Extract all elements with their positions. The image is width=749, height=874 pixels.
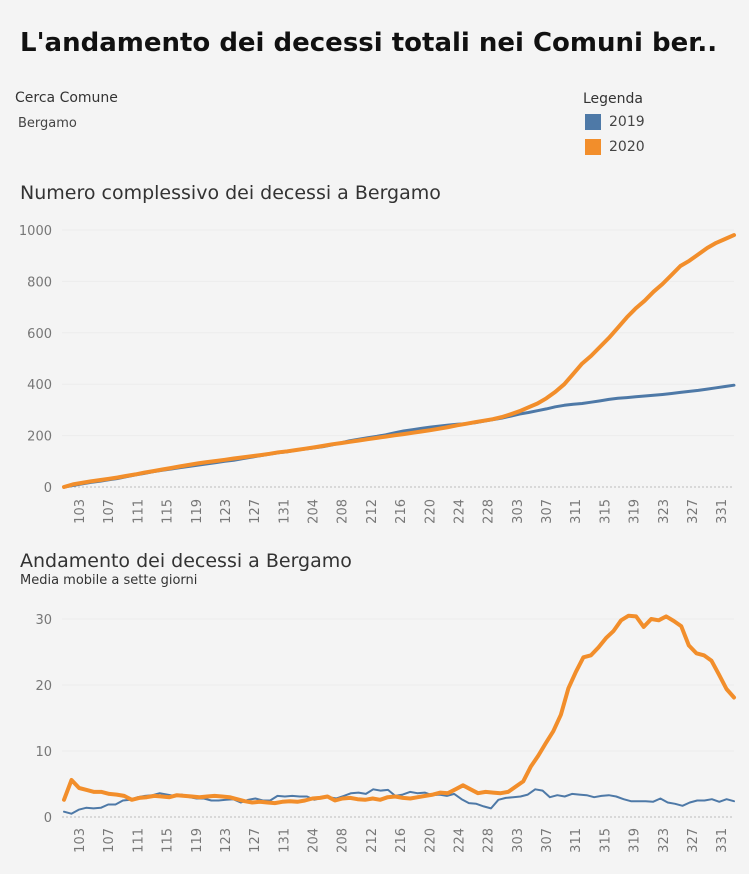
x-tick-label: 119 bbox=[190, 828, 205, 853]
x-tick-label: 311 bbox=[569, 828, 584, 853]
x-tick-label: 220 bbox=[423, 499, 438, 524]
series-line-2020[interactable] bbox=[62, 613, 736, 806]
legend-label-2019: 2019 bbox=[609, 114, 645, 130]
y-tick-label: 20 bbox=[35, 679, 52, 694]
comune-filter-value[interactable]: Bergamo bbox=[18, 116, 77, 131]
x-tick-label: 131 bbox=[277, 499, 292, 524]
x-tick-label: 315 bbox=[598, 499, 613, 524]
x-tick-label: 212 bbox=[365, 828, 380, 853]
x-tick-label: 119 bbox=[190, 499, 205, 524]
x-tick-label: 319 bbox=[628, 828, 643, 853]
x-tick-label: 103 bbox=[73, 828, 88, 853]
y-tick-label: 400 bbox=[27, 378, 52, 393]
x-tick-label: 327 bbox=[686, 499, 701, 524]
y-tick-label: 1000 bbox=[19, 224, 52, 239]
x-tick-label: 111 bbox=[131, 499, 146, 524]
x-tick-label: 331 bbox=[715, 828, 730, 853]
legend-swatch-2019 bbox=[585, 114, 601, 130]
legend-swatch-2020 bbox=[585, 139, 601, 155]
y-tick-label: 0 bbox=[44, 811, 52, 826]
x-tick-label: 107 bbox=[102, 499, 117, 524]
x-tick-label: 107 bbox=[102, 828, 117, 853]
y-tick-label: 30 bbox=[35, 613, 52, 628]
x-tick-label: 123 bbox=[219, 828, 234, 853]
legend-item-2019[interactable]: 2019 bbox=[585, 114, 645, 130]
x-tick-label: 131 bbox=[277, 828, 292, 853]
x-tick-label: 327 bbox=[686, 828, 701, 853]
moving-average-chart: 0 10 20 30 103 107 111 115 119 123 127 131 204 208 212… bbox=[35, 613, 736, 853]
x-tick-label: 216 bbox=[394, 828, 409, 853]
legend-item-2020[interactable]: 2020 bbox=[585, 139, 645, 155]
x-tick-label: 228 bbox=[482, 499, 497, 524]
dashboard-title: L'andamento dei decessi totali nei Comun… bbox=[20, 28, 718, 58]
y-tick-label: 10 bbox=[35, 745, 52, 760]
x-tick-label: 212 bbox=[365, 499, 380, 524]
x-tick-label: 103 bbox=[73, 499, 88, 524]
x-tick-label: 204 bbox=[307, 828, 322, 853]
x-tick-label: 127 bbox=[248, 499, 263, 524]
x-tick-label: 228 bbox=[482, 828, 497, 853]
y-tick-label: 0 bbox=[44, 481, 52, 496]
cumulative-chart-title: Numero complessivo dei decessi a Bergamo bbox=[20, 182, 441, 204]
moving-average-chart-title: Andamento dei decessi a Bergamo bbox=[20, 550, 352, 572]
legend-label-2020: 2020 bbox=[609, 139, 645, 155]
x-tick-label: 307 bbox=[540, 499, 555, 524]
x-tick-label: 220 bbox=[423, 828, 438, 853]
y-tick-label: 200 bbox=[27, 430, 52, 445]
y-tick-label: 800 bbox=[27, 275, 52, 290]
x-tick-label: 204 bbox=[307, 499, 322, 524]
x-tick-label: 303 bbox=[511, 499, 526, 524]
x-tick-label: 319 bbox=[628, 499, 643, 524]
x-tick-label: 307 bbox=[540, 828, 555, 853]
x-tick-label: 216 bbox=[394, 499, 409, 524]
x-tick-label: 303 bbox=[511, 828, 526, 853]
x-tick-label: 224 bbox=[452, 499, 467, 524]
x-tick-label: 127 bbox=[248, 828, 263, 853]
x-tick-label: 331 bbox=[715, 499, 730, 524]
cumulative-deaths-chart: 0 200 400 600 800 1000 103 107 111 115 119 123 127 13… bbox=[19, 224, 736, 524]
x-tick-label: 323 bbox=[657, 828, 672, 853]
x-tick-label: 323 bbox=[657, 499, 672, 524]
series-line-2020[interactable] bbox=[62, 233, 736, 489]
x-tick-label: 315 bbox=[598, 828, 613, 853]
y-tick-label: 600 bbox=[27, 327, 52, 342]
x-tick-label: 123 bbox=[219, 499, 234, 524]
x-tick-label: 311 bbox=[569, 499, 584, 524]
filter-label: Cerca Comune bbox=[15, 90, 118, 106]
x-tick-label: 115 bbox=[161, 499, 176, 524]
moving-average-chart-subtitle: Media mobile a sette giorni bbox=[20, 573, 198, 588]
series-line-2019[interactable] bbox=[63, 788, 735, 815]
x-tick-label: 224 bbox=[452, 828, 467, 853]
x-tick-label: 208 bbox=[336, 828, 351, 853]
x-tick-label: 208 bbox=[336, 499, 351, 524]
x-tick-label: 115 bbox=[161, 828, 176, 853]
x-tick-label: 111 bbox=[131, 828, 146, 853]
legend-title: Legenda bbox=[583, 91, 644, 107]
